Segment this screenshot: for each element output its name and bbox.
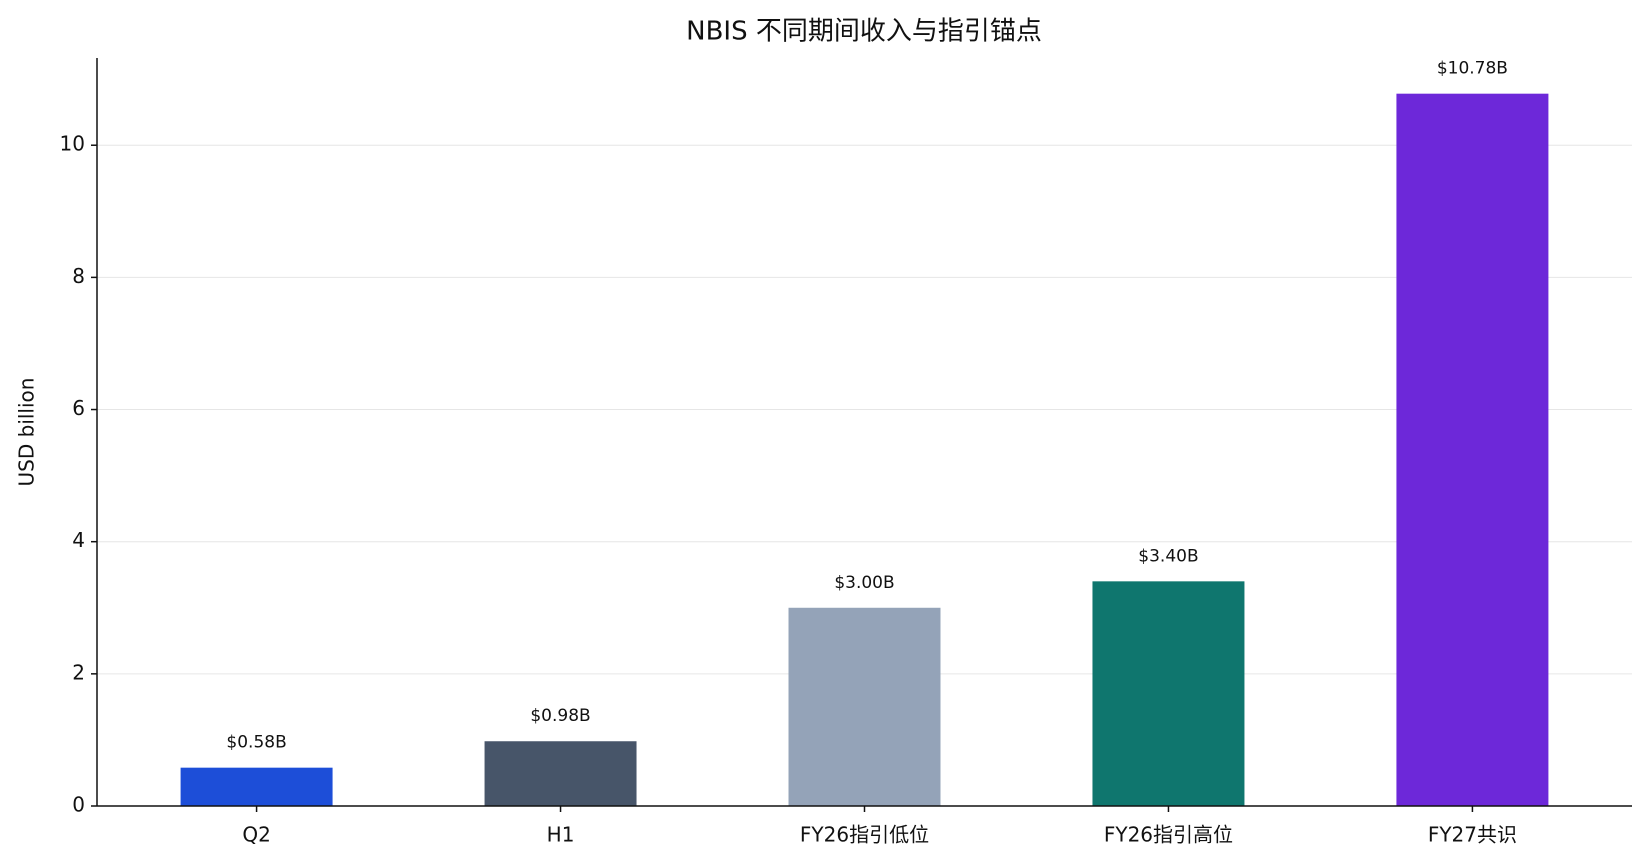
bar [788,607,941,806]
y-tick-label: 10 [60,132,85,156]
value-label: $0.98B [530,706,590,726]
y-tick-label: 8 [72,264,85,288]
y-tick-label: 0 [72,793,85,817]
x-tick-label: FY26指引低位 [800,823,929,847]
bar [1396,93,1549,806]
value-label: $10.78B [1437,59,1508,79]
y-tick-label: 4 [72,528,85,552]
value-label: $3.40B [1138,546,1198,566]
y-axis-label: USD billion [15,378,39,487]
x-tick-label: FY27共识 [1428,823,1517,847]
value-label: $3.00B [834,573,894,593]
chart-title: NBIS 不同期间收入与指引锚点 [686,17,1042,47]
x-tick-label: H1 [547,823,575,847]
bar [484,741,637,806]
bar [1092,581,1245,806]
x-tick-label: FY26指引高位 [1104,823,1233,847]
y-tick-label: 2 [72,660,85,684]
x-tick-label: Q2 [242,823,270,847]
bar [180,767,333,806]
value-label: $0.58B [226,733,286,753]
y-tick-label: 6 [72,396,85,420]
